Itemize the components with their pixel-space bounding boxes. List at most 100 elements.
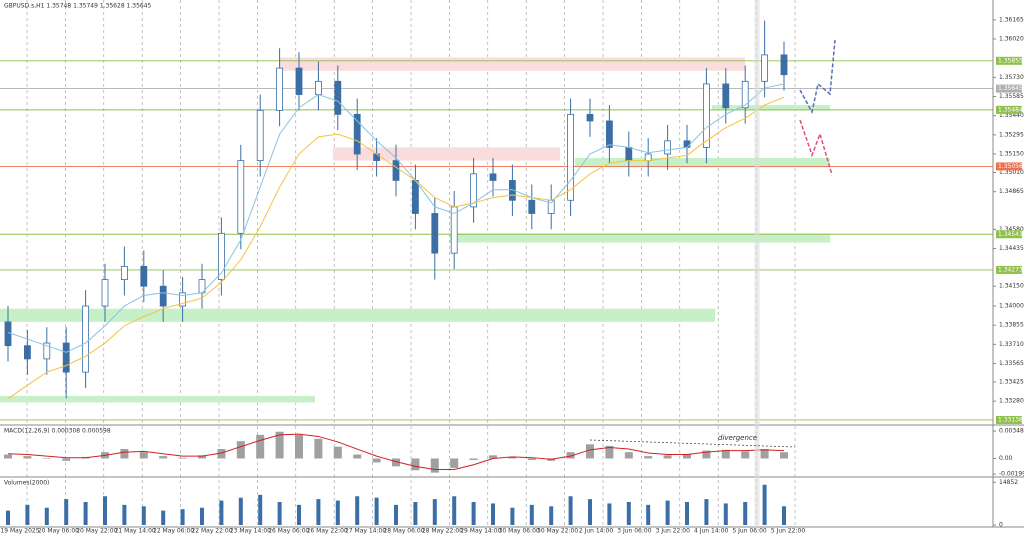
macd-bar: [624, 452, 633, 459]
candle-body: [431, 213, 439, 254]
volumes-label: Volumes(2000): [4, 480, 49, 487]
volume-bar: [258, 494, 263, 525]
volume-bar: [665, 500, 670, 525]
macd-bar: [217, 449, 226, 459]
x-tick-label: 30 May 22:00: [537, 528, 578, 535]
x-tick-label: 28 May 06:00: [383, 528, 424, 535]
macd-bar: [353, 454, 362, 459]
x-tick-label: 4 Jun 14:00: [694, 528, 728, 535]
x-tick-label: 3 Jun 06:00: [617, 528, 651, 535]
volume-bar: [297, 504, 301, 525]
candle-body: [722, 83, 730, 109]
macd-bar: [508, 456, 517, 459]
volume-bar: [277, 502, 282, 525]
y-tick-label: 1.33425: [999, 379, 1024, 386]
y-tick-label: 1.34580: [999, 226, 1024, 233]
y-tick-label: 1.36165: [999, 16, 1024, 23]
macd-bar: [430, 458, 439, 473]
level-tag-bg: [996, 162, 1022, 171]
zone: [0, 395, 315, 403]
moving-average: [7, 96, 785, 399]
chart-title: GBPUSD.s,H1 1.35748 1.35749 1.35628 1.35…: [4, 3, 152, 10]
candle-body: [159, 285, 167, 307]
macd-bar: [644, 456, 653, 459]
candle-body: [761, 54, 768, 82]
macd-bar: [702, 450, 711, 459]
volume-bar: [316, 499, 321, 525]
volume-bar: [491, 503, 495, 525]
volume-bar: [64, 499, 69, 525]
candle-body: [470, 173, 478, 208]
level-tag-bg: [996, 56, 1022, 65]
volume-bar: [568, 496, 573, 525]
volume-bar: [141, 506, 146, 525]
level-label: 1.35056: [998, 163, 1023, 170]
macd-bar: [314, 438, 323, 459]
volume-bar: [161, 510, 166, 525]
macd-bar: [42, 458, 51, 459]
volume-bar: [122, 504, 127, 525]
volume-bar: [103, 496, 107, 525]
candle-body: [121, 265, 128, 280]
y-tick-label: 1.34150: [999, 283, 1024, 290]
volume-bar: [510, 507, 515, 525]
plot-layer: [0, 0, 993, 527]
volume-bar: [529, 504, 534, 525]
annotation: divergence: [718, 434, 757, 442]
candle-body: [256, 109, 264, 162]
volume-bar: [782, 506, 786, 525]
volume-bar: [355, 496, 360, 525]
level-tag: 1.35645: [996, 84, 1023, 93]
macd-bar: [392, 458, 400, 467]
level-tag: 1.34543: [996, 230, 1023, 239]
macd-bar: [566, 452, 575, 459]
x-tick-label: 23 May 14:00: [230, 528, 271, 535]
volume-bar: [432, 499, 437, 525]
y-tick-label: 1.33855: [999, 322, 1024, 329]
volume-bar: [6, 510, 10, 525]
y-tick-label: 1.33710: [999, 341, 1024, 348]
level-tag-bg: [996, 84, 1022, 93]
volume-bar: [549, 506, 554, 525]
x-tick-label: 2 Jun 14:00: [579, 528, 613, 535]
macd-bar: [780, 452, 788, 459]
x-tick-label: 27 May 14:00: [345, 528, 386, 535]
level-label: 1.35855: [998, 57, 1023, 64]
y-tick-label: 1.35295: [999, 131, 1024, 138]
macd-signal: [7, 433, 785, 470]
volume-bar: [723, 503, 728, 525]
zone: [280, 57, 745, 71]
macd-bar: [721, 449, 730, 459]
macd-bar: [139, 452, 148, 459]
volume-bar: [762, 484, 767, 525]
volume-bar: [238, 497, 243, 525]
y-tick-label: 0: [999, 522, 1003, 529]
volume-bar: [704, 499, 709, 525]
zone: [450, 233, 830, 243]
y-tick-label: 1.34000: [999, 303, 1024, 310]
volume-bar: [219, 500, 224, 525]
y-tick-label: 1.35010: [999, 169, 1024, 176]
x-tick-label: 3 Jun 22:00: [656, 528, 690, 535]
candle-body: [314, 80, 322, 95]
level-tag-bg: [996, 415, 1022, 424]
macd-bar: [741, 451, 750, 459]
level-label: 1.35484: [998, 106, 1023, 113]
macd-bar: [527, 458, 536, 461]
candle-body: [23, 345, 31, 360]
x-tick-label: 5 Jun 06:00: [732, 528, 766, 535]
zone: [333, 147, 560, 161]
volume-bar: [743, 502, 748, 525]
candle-body: [489, 173, 497, 181]
candle-body: [237, 160, 245, 234]
volume-bar: [626, 502, 631, 525]
candle-body: [276, 67, 284, 111]
level-label: 1.34273: [998, 266, 1023, 273]
candle-body: [683, 140, 691, 148]
macd-bar: [450, 458, 459, 468]
level-tag: 1.35484: [996, 105, 1023, 114]
y-tick-label: 1.34865: [999, 188, 1024, 195]
y-tick-label: 1.33565: [999, 360, 1024, 367]
volume-bar: [607, 503, 612, 525]
